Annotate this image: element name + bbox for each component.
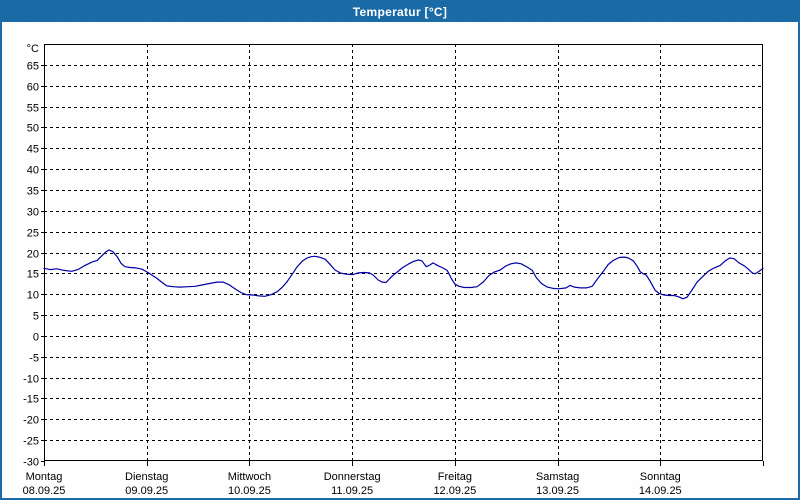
- y-axis-tick-label: 65: [27, 61, 39, 73]
- x-axis-day-date: 11.09.25: [331, 485, 373, 497]
- y-axis-tick-label: 10: [27, 290, 39, 302]
- temperature-series-line: [43, 249, 764, 300]
- y-axis-tick-label: 30: [27, 207, 39, 219]
- x-axis-day-name: Mittwoch: [228, 471, 271, 483]
- y-axis-tick-label: -25: [23, 436, 39, 448]
- x-axis-day-name: Donnerstag: [324, 471, 381, 483]
- y-axis-tick-label: 15: [27, 269, 39, 281]
- y-axis-tick-label: 60: [27, 82, 39, 94]
- y-axis-tick-label: 5: [33, 311, 39, 323]
- x-axis-day-date: 09.09.25: [125, 485, 168, 497]
- x-axis-day-date: 13.09.25: [536, 485, 579, 497]
- y-axis-tick-label: 25: [27, 228, 39, 240]
- y-axis-tick-label: -10: [23, 374, 39, 386]
- y-axis-tick-label: 50: [27, 123, 39, 135]
- y-axis-tick-label: -15: [23, 394, 39, 406]
- y-axis-tick-label: 0: [33, 332, 39, 344]
- x-axis-day-date: 08.09.25: [23, 485, 66, 497]
- x-axis-day-name: Samstag: [536, 471, 579, 483]
- plot-border: [44, 44, 763, 461]
- x-axis-day-date: 14.09.25: [639, 485, 682, 497]
- y-axis-tick-label: 55: [27, 103, 39, 115]
- x-axis-day-date: 10.09.25: [228, 485, 271, 497]
- x-axis-day-name: Sonntag: [640, 471, 681, 483]
- window-title: Temperatur [°C]: [352, 5, 448, 19]
- y-axis-tick-label: -5: [29, 353, 39, 365]
- y-axis-tick-label: -20: [23, 415, 39, 427]
- x-axis-day-date: 12.09.25: [433, 485, 476, 497]
- title-bar[interactable]: Temperatur [°C]: [2, 2, 798, 22]
- y-axis-tick-label: 45: [27, 144, 39, 156]
- y-axis-tick-label: 35: [27, 186, 39, 198]
- y-axis-tick-label: 20: [27, 249, 39, 261]
- x-axis-day-name: Dienstag: [125, 471, 168, 483]
- x-axis-day-name: Freitag: [438, 471, 472, 483]
- x-axis-day-name: Montag: [26, 471, 63, 483]
- y-axis-tick-label: 40: [27, 165, 39, 177]
- y-axis-unit-label: °C: [27, 43, 39, 55]
- y-axis-tick-label: -30: [23, 457, 39, 469]
